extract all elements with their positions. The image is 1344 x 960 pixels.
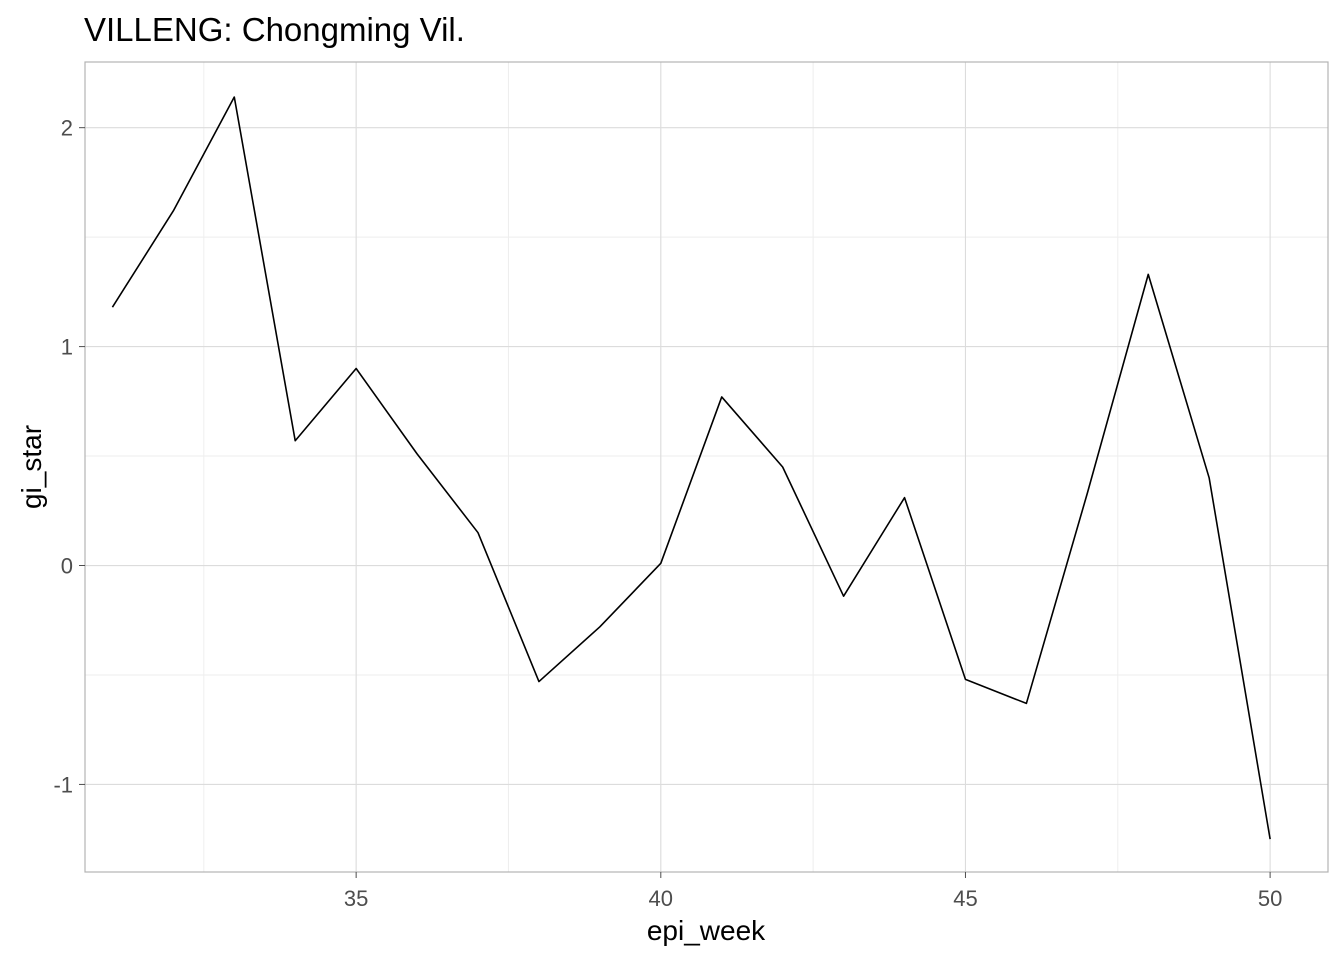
x-tick-label: 35 <box>344 886 368 911</box>
x-axis-ticks: 35 40 45 50 <box>344 872 1282 911</box>
y-tick-label: 2 <box>61 116 73 141</box>
y-axis-label: gi_star <box>16 425 47 509</box>
series-group <box>111 96 1271 840</box>
x-axis-label: epi_week <box>647 915 766 946</box>
major-grid <box>85 62 1328 872</box>
y-tick-label: 1 <box>61 335 73 360</box>
x-tick-label: 40 <box>649 886 673 911</box>
y-tick-label: -1 <box>53 772 73 797</box>
x-tick-label: 50 <box>1258 886 1282 911</box>
series-line <box>111 96 1271 840</box>
minor-grid <box>85 62 1328 872</box>
chart-title: VILLENG: Chongming Vil. <box>84 11 465 48</box>
y-axis-ticks: -1 0 1 2 <box>53 116 85 797</box>
y-tick-label: 0 <box>61 554 73 579</box>
x-tick-label: 45 <box>953 886 977 911</box>
plot-panel-border <box>84 61 1329 873</box>
